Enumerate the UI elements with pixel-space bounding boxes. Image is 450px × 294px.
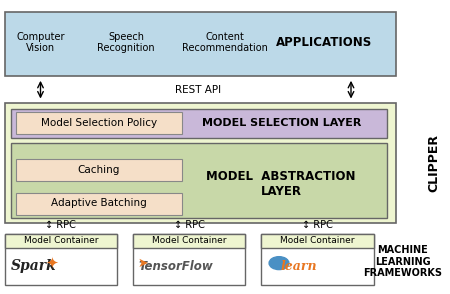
Text: Model Selection Policy: Model Selection Policy [41,118,157,128]
Text: MODEL SELECTION LAYER: MODEL SELECTION LAYER [202,118,361,128]
Text: REST API: REST API [175,85,221,95]
FancyBboxPatch shape [16,159,182,181]
Text: Content
Recommendation: Content Recommendation [182,32,268,54]
Text: Computer
Vision: Computer Vision [16,32,65,54]
FancyBboxPatch shape [16,112,182,134]
Text: scikit: scikit [287,255,303,260]
FancyBboxPatch shape [11,143,387,218]
Text: Speech
Recognition: Speech Recognition [97,32,155,54]
FancyBboxPatch shape [4,234,117,248]
FancyBboxPatch shape [261,234,374,285]
FancyBboxPatch shape [11,109,387,138]
Text: TensorFlow: TensorFlow [138,260,213,273]
Text: Model Container: Model Container [23,236,98,245]
Text: MACHINE
LEARNING
FRAMEWORKS: MACHINE LEARNING FRAMEWORKS [363,245,442,278]
FancyBboxPatch shape [261,234,374,248]
FancyBboxPatch shape [133,234,245,248]
FancyBboxPatch shape [4,234,117,285]
Circle shape [269,257,289,270]
Text: Spark: Spark [11,259,57,273]
FancyBboxPatch shape [16,193,182,215]
Text: ✦: ✦ [45,255,58,271]
Text: Caching: Caching [78,165,120,175]
Text: Model Container: Model Container [280,236,355,245]
Text: Adaptive Batching: Adaptive Batching [51,198,147,208]
Text: Model Container: Model Container [152,236,226,245]
Text: ↕ RPC: ↕ RPC [174,220,204,230]
FancyBboxPatch shape [4,103,396,223]
Text: learn: learn [281,260,318,273]
FancyBboxPatch shape [133,234,245,285]
Text: MODEL  ABSTRACTION
LAYER: MODEL ABSTRACTION LAYER [207,170,356,198]
Text: ➤: ➤ [137,257,148,270]
Text: APPLICATIONS: APPLICATIONS [276,36,372,49]
Text: CLIPPER: CLIPPER [428,134,441,192]
Text: ↕ RPC: ↕ RPC [302,220,333,230]
FancyBboxPatch shape [4,12,396,76]
Text: ↕ RPC: ↕ RPC [45,220,76,230]
